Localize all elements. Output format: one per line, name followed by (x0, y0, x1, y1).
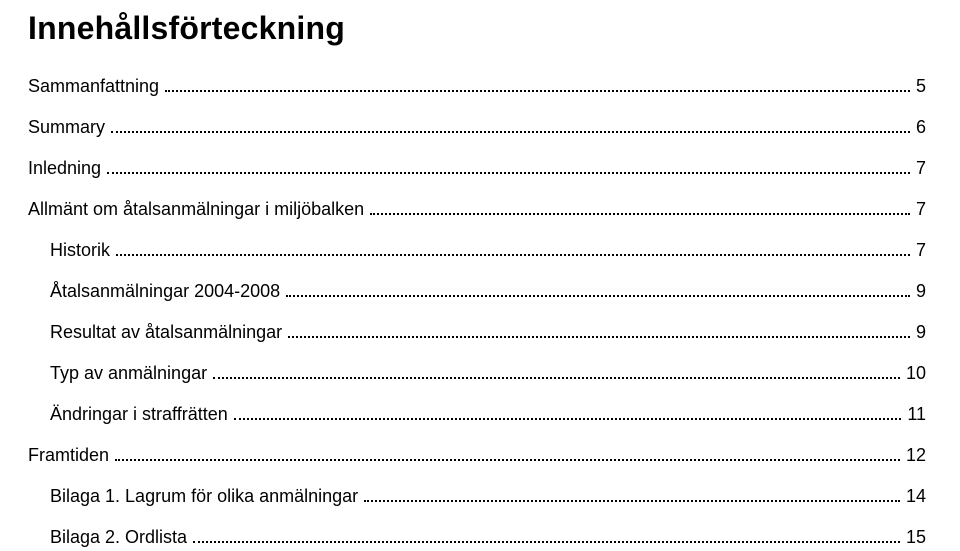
toc-entry-label: Ändringar i straffrätten (50, 405, 228, 423)
toc-entry-page: 14 (906, 487, 926, 505)
toc-leader-dots (107, 172, 910, 174)
toc-entry-label: Resultat av åtalsanmälningar (50, 323, 282, 341)
toc-leader-dots (165, 90, 910, 92)
toc-entry-label: Framtiden (28, 446, 109, 464)
toc-leader-dots (111, 131, 910, 133)
toc-leader-dots (213, 377, 900, 379)
toc-leader-dots (370, 213, 910, 215)
toc-entry: Historik 7 (28, 241, 926, 259)
toc-entry: Åtalsanmälningar 2004-2008 9 (28, 282, 926, 300)
toc-entry-page: 15 (906, 528, 926, 546)
toc-leader-dots (115, 459, 900, 461)
toc-entry-label: Åtalsanmälningar 2004-2008 (50, 282, 280, 300)
toc-leader-dots (234, 418, 902, 420)
toc-entry-label: Sammanfattning (28, 77, 159, 95)
toc-entry: Typ av anmälningar 10 (28, 364, 926, 382)
toc-list: Sammanfattning 5 Summary 6 Inledning 7 Allmänt… (28, 77, 926, 546)
toc-entry-page: 5 (916, 77, 926, 95)
page-title: Innehållsförteckning (28, 10, 926, 47)
toc-page: Innehållsförteckning Sammanfattning 5 Summ… (0, 0, 960, 546)
toc-entry: Bilaga 1. Lagrum för olika anmälningar 14 (28, 487, 926, 505)
toc-entry: Framtiden 12 (28, 446, 926, 464)
toc-entry-page: 7 (916, 241, 926, 259)
toc-entry-label: Inledning (28, 159, 101, 177)
toc-entry: Sammanfattning 5 (28, 77, 926, 95)
toc-entry: Resultat av åtalsanmälningar 9 (28, 323, 926, 341)
toc-entry-label: Historik (50, 241, 110, 259)
toc-entry-page: 9 (916, 323, 926, 341)
toc-entry-label: Bilaga 1. Lagrum för olika anmälningar (50, 487, 358, 505)
toc-entry-page: 9 (916, 282, 926, 300)
toc-entry-label: Summary (28, 118, 105, 136)
toc-entry-page: 7 (916, 200, 926, 218)
toc-entry: Summary 6 (28, 118, 926, 136)
toc-entry-label: Allmänt om åtalsanmälningar i miljöbalke… (28, 200, 364, 218)
toc-entry-label: Typ av anmälningar (50, 364, 207, 382)
toc-entry-page: 10 (906, 364, 926, 382)
toc-entry-page: 12 (906, 446, 926, 464)
toc-entry: Ändringar i straffrätten 11 (28, 405, 926, 423)
toc-leader-dots (286, 295, 910, 297)
toc-entry-page: 6 (916, 118, 926, 136)
toc-leader-dots (116, 254, 910, 256)
toc-entry: Bilaga 2. Ordlista 15 (28, 528, 926, 546)
toc-leader-dots (288, 336, 910, 338)
toc-leader-dots (193, 541, 900, 543)
toc-entry-label: Bilaga 2. Ordlista (50, 528, 187, 546)
toc-entry: Allmänt om åtalsanmälningar i miljöbalke… (28, 200, 926, 218)
toc-entry: Inledning 7 (28, 159, 926, 177)
toc-entry-page: 7 (916, 159, 926, 177)
toc-entry-page: 11 (907, 405, 926, 423)
toc-leader-dots (364, 500, 900, 502)
